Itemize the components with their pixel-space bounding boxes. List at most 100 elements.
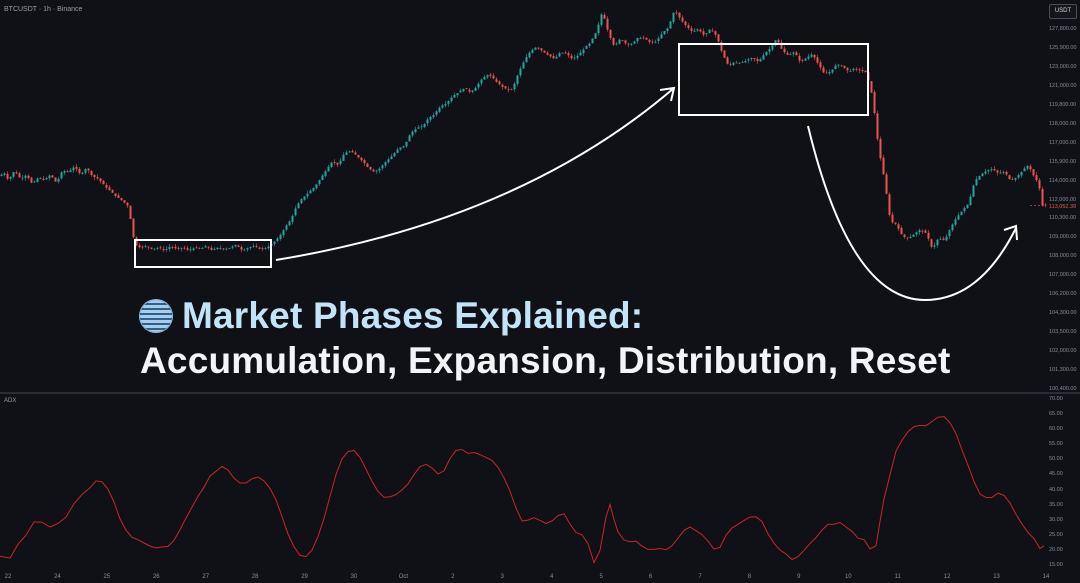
candle-body — [813, 54, 816, 58]
title-overlay: Market Phases Explained: Accumulation, E… — [140, 294, 951, 382]
candle-body — [912, 234, 915, 237]
indicator-label[interactable]: ADX — [4, 398, 17, 404]
candle-body — [735, 62, 738, 64]
pane-divider[interactable] — [0, 392, 1080, 394]
candle-body — [558, 53, 561, 57]
candle-body — [999, 172, 1002, 174]
candle-body — [549, 54, 552, 57]
candle-body — [948, 230, 951, 237]
indicator-axis[interactable]: 70.00 65.00 60.00 55.00 50.00 45.00 40.00 35.00… — [1046, 394, 1080, 572]
candle-body — [1044, 204, 1047, 206]
candle-body — [384, 162, 387, 166]
annotation-layer — [134, 43, 1018, 302]
candle-body — [393, 153, 396, 157]
candle-body — [42, 178, 45, 181]
candle-body — [132, 218, 135, 238]
candle-body — [513, 83, 516, 90]
candle-body — [798, 55, 801, 61]
candle-body — [789, 54, 792, 56]
candle-body — [897, 224, 900, 229]
price-tick: 104,300.00 — [1049, 310, 1077, 317]
candle-body — [378, 168, 381, 171]
candle-body — [204, 246, 207, 248]
candle-body — [303, 196, 306, 200]
candle-body — [759, 59, 762, 62]
candle-body — [855, 68, 858, 70]
candle-body — [294, 208, 297, 216]
candle-body — [882, 157, 885, 175]
candle-body — [873, 92, 876, 114]
candle-body — [465, 88, 468, 90]
indicator-tick: 15.00 — [1049, 561, 1063, 568]
candle-body — [567, 53, 570, 56]
candle-body — [207, 246, 210, 248]
candle-body — [594, 33, 597, 39]
candle-body — [555, 56, 558, 59]
candle-body — [939, 238, 942, 240]
candle-body — [753, 58, 756, 60]
candle-body — [39, 178, 42, 179]
candle-body — [255, 245, 258, 247]
candle-body — [75, 166, 78, 169]
candle-body — [879, 138, 882, 159]
price-tick: 114,000.00 — [1049, 177, 1077, 184]
current-price-label: 113,052.39 — [1049, 204, 1077, 210]
candle-body — [33, 181, 36, 183]
candle-body — [381, 165, 384, 169]
candle-body — [180, 247, 183, 249]
candle-body — [105, 184, 108, 188]
candle-body — [1038, 180, 1041, 189]
candle-body — [537, 47, 540, 49]
candle-body — [639, 37, 642, 39]
candle-body — [195, 247, 198, 249]
price-tick: 103,500.00 — [1049, 329, 1077, 336]
candle-body — [129, 205, 132, 219]
candle-body — [60, 172, 63, 179]
candle-body — [405, 141, 408, 147]
time-axis[interactable]: 22 24 25 26 27 28 29 30 Oct 2 3 4 5 6 7 8 9 10 11 12 13 14 — [0, 572, 1050, 583]
time-tick: 11 — [894, 574, 901, 580]
candle-body — [162, 248, 165, 251]
candle-body — [366, 163, 369, 167]
candle-body — [243, 249, 246, 251]
candle-body — [477, 83, 480, 88]
price-tick: 109,000.00 — [1049, 234, 1077, 241]
candle-body — [426, 119, 429, 124]
symbol-label[interactable]: BTCUSDT · 1h · Binance — [4, 6, 83, 13]
candle-body — [321, 175, 324, 181]
candle-body — [954, 219, 957, 225]
price-tick: 108,000.00 — [1049, 253, 1077, 260]
candle-body — [696, 29, 699, 31]
candle-body — [210, 247, 213, 250]
candle-body — [45, 178, 48, 180]
candle-body — [501, 84, 504, 87]
candle-body — [261, 248, 264, 250]
candle-body — [831, 69, 834, 73]
candle-body — [642, 37, 645, 39]
candle-body — [987, 170, 990, 172]
candle-body — [429, 116, 432, 120]
candle-body — [843, 65, 846, 68]
candle-body — [414, 129, 417, 133]
candle-body — [729, 63, 732, 65]
candle-body — [306, 193, 309, 197]
candle-body — [564, 52, 567, 54]
currency-button[interactable]: USDT — [1049, 4, 1077, 19]
candle-body — [309, 190, 312, 194]
candle-body — [486, 75, 489, 78]
candle-body — [336, 162, 339, 165]
candle-body — [747, 59, 750, 61]
candle-body — [186, 248, 189, 250]
candle-body — [699, 29, 702, 32]
price-axis[interactable]: 127,800.00 125,900.00 123,000.00 121,000.00… — [1046, 0, 1080, 392]
adx-line — [0, 416, 1045, 564]
candle-body — [654, 41, 657, 43]
candle-body — [738, 62, 741, 64]
candle-body — [258, 247, 261, 249]
candle-body — [951, 224, 954, 231]
candle-body — [453, 94, 456, 98]
candle-body — [1020, 171, 1023, 176]
candle-body — [108, 187, 111, 191]
